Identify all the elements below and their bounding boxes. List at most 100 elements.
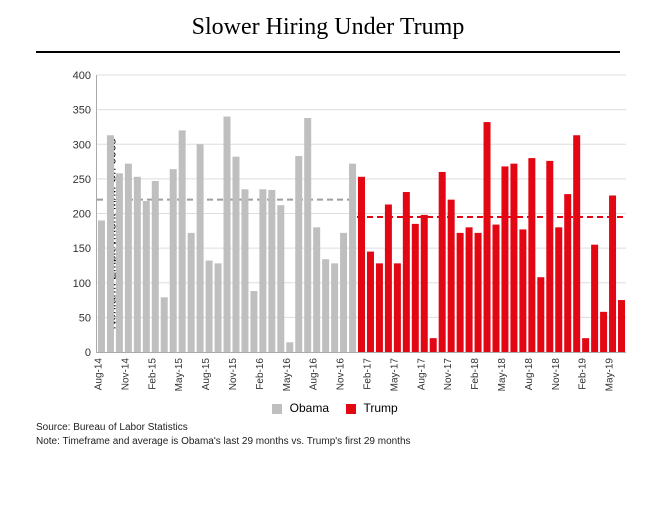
note-line: Note: Timeframe and average is Obama's l…: [36, 435, 620, 449]
bar: [250, 291, 257, 352]
bar: [537, 277, 544, 352]
bar: [510, 164, 517, 352]
bar: [528, 158, 535, 352]
bar: [582, 338, 589, 352]
chart-footer: Source: Bureau of Labor Statistics Note:…: [36, 421, 620, 448]
bar: [430, 338, 437, 352]
bar: [457, 233, 464, 352]
x-tick-label: Feb-19: [578, 358, 589, 390]
bar: [484, 122, 491, 352]
bar: [385, 204, 392, 352]
bar: [492, 225, 499, 352]
bar: [286, 342, 293, 352]
x-tick-label: Nov-15: [228, 358, 239, 391]
x-tick-label: May-17: [389, 358, 400, 392]
bar: [412, 224, 419, 352]
x-tick-label: Nov-18: [551, 358, 562, 391]
bar: [555, 227, 562, 352]
x-tick-label: Aug-14: [93, 358, 104, 391]
bar: [403, 192, 410, 352]
x-tick-label: Aug-18: [524, 358, 535, 391]
bar: [98, 220, 105, 352]
x-tick-label: Aug-17: [416, 358, 427, 391]
bar: [519, 229, 526, 352]
legend-label-trump: Trump: [363, 401, 397, 415]
legend-swatch-obama: [272, 404, 282, 414]
bar: [358, 177, 365, 352]
bar: [600, 312, 607, 352]
bar: [277, 205, 284, 352]
bar: [143, 201, 150, 352]
bar: [241, 189, 248, 352]
svg-text:100: 100: [73, 278, 91, 290]
bar: [573, 135, 580, 352]
bar: [179, 130, 186, 352]
legend-label-obama: Obama: [290, 401, 329, 415]
bar: [475, 233, 482, 352]
x-tick-label: Feb-18: [470, 358, 481, 390]
svg-text:200: 200: [73, 209, 91, 221]
x-tick-label: May-15: [174, 358, 185, 392]
bar: [313, 227, 320, 352]
bar: [232, 157, 239, 352]
svg-text:350: 350: [73, 105, 91, 117]
bar: [546, 161, 553, 352]
bar: [116, 173, 123, 352]
bar: [170, 169, 177, 352]
bar: [206, 261, 213, 352]
x-tick-label: Nov-17: [443, 358, 454, 391]
x-tick-label: Aug-15: [201, 358, 212, 391]
x-tick-label: Feb-17: [362, 358, 373, 390]
bar: [259, 189, 266, 352]
bar: [268, 190, 275, 352]
svg-text:400: 400: [73, 70, 91, 82]
legend-swatch-trump: [346, 404, 356, 414]
bar: [349, 164, 356, 352]
bar: [224, 117, 231, 352]
bar: [134, 177, 141, 352]
chart-area: Nonfarm Employment M/M Ch 000s 050100150…: [20, 69, 636, 399]
svg-text:150: 150: [73, 243, 91, 255]
x-tick-label: Nov-14: [120, 358, 131, 391]
x-tick-label: Feb-15: [147, 358, 158, 390]
x-tick-label: May-16: [282, 358, 293, 392]
x-tick-label: Nov-16: [336, 358, 347, 391]
bar: [466, 227, 473, 352]
bar: [591, 245, 598, 352]
title-rule: [36, 51, 620, 53]
bar: [161, 297, 168, 352]
bar: [609, 195, 616, 352]
x-tick-label: Feb-16: [255, 358, 266, 390]
bar: [197, 144, 204, 352]
bar: [125, 164, 132, 352]
x-tick-label: May-19: [605, 358, 616, 392]
bar: [340, 233, 347, 352]
bar: [394, 263, 401, 352]
source-line: Source: Bureau of Labor Statistics: [36, 421, 620, 435]
x-tick-label: Aug-16: [309, 358, 320, 391]
svg-text:50: 50: [79, 312, 91, 324]
bar: [376, 263, 383, 352]
chart-title: Slower Hiring Under Trump: [0, 14, 656, 41]
svg-text:0: 0: [85, 347, 91, 359]
bar: [618, 300, 625, 352]
bar: [367, 252, 374, 352]
plot-region: 050100150200250300350400Aug-14Nov-14Feb-…: [96, 75, 626, 353]
bar: [107, 135, 114, 352]
x-tick-label: May-18: [497, 358, 508, 392]
bar: [322, 259, 329, 352]
svg-text:300: 300: [73, 139, 91, 151]
bar: [295, 156, 302, 352]
bar: [501, 166, 508, 352]
bar: [304, 118, 311, 352]
svg-text:250: 250: [73, 174, 91, 186]
bar: [448, 200, 455, 352]
bar: [564, 194, 571, 352]
bar: [215, 263, 222, 352]
bar: [188, 233, 195, 352]
legend: Obama Trump: [0, 401, 656, 415]
bar: [331, 263, 338, 352]
bar: [152, 181, 159, 352]
bar: [439, 172, 446, 352]
bar: [421, 215, 428, 352]
